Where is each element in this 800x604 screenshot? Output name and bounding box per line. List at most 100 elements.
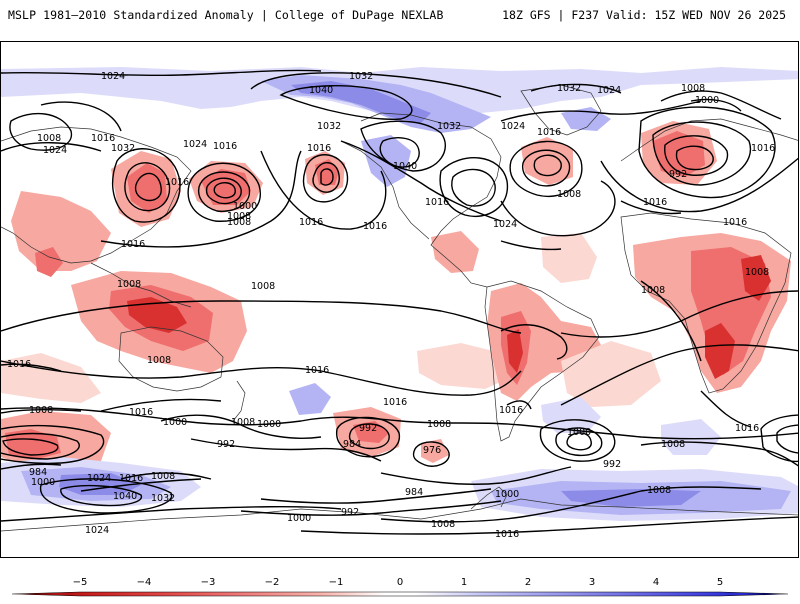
isobar-1000-s-atlantic-low <box>539 419 616 462</box>
contour-label: 1024 <box>85 525 109 536</box>
contour-label: 992 <box>603 459 621 470</box>
contour-label: 1040 <box>309 85 333 96</box>
model-valid-time: 18Z GFS | F237 Valid: 15Z WED NOV 26 202… <box>502 8 786 22</box>
colorbar-svg <box>11 591 789 597</box>
anomaly-colorbar: −5 −4 −3 −2 −1 0 1 2 3 4 5 <box>0 566 800 600</box>
isobar-1016-goa-low <box>302 154 349 203</box>
coast-europe <box>620 118 798 162</box>
isobar-1016-europe <box>600 157 798 213</box>
contour-label: 1008 <box>427 419 451 430</box>
isobar-992-spacific-low <box>335 416 400 458</box>
map-title: MSLP 1981–2010 Standardized Anomaly | Co… <box>8 8 444 22</box>
isobar-1016-africa <box>700 390 752 428</box>
anomaly-shading <box>1 67 798 521</box>
isobar-992-swest-low <box>1 432 80 460</box>
contour-label: 1040 <box>113 491 137 502</box>
isobar-1016-antarctic-2 <box>300 516 798 535</box>
contour-label: 1008 <box>227 211 251 222</box>
contour-label: 984 <box>29 467 47 478</box>
isobar-992-s-atlantic-low <box>555 427 603 457</box>
title-bar: MSLP 1981–2010 Standardized Anomaly | Co… <box>0 0 800 30</box>
negative-anomaly-asia-east-core <box>127 163 167 213</box>
isobar-984-sw <box>1 463 62 470</box>
contour-label: 992 <box>359 423 377 434</box>
contour-label: 1008 <box>29 405 53 416</box>
negative-anomaly-south-america-strong <box>507 329 523 373</box>
isobar-1032-antarctic <box>39 478 173 514</box>
contour-label: 1008 <box>231 417 255 428</box>
isobar-1008-east <box>660 90 782 120</box>
contour-label: 1016 <box>299 217 323 228</box>
contour-label: 1016 <box>119 473 143 484</box>
isobar-1032-canada <box>360 120 446 172</box>
isobar-1008-antarctic <box>120 472 212 480</box>
contour-label: 1008 <box>37 133 61 144</box>
contour-label: 1016 <box>499 405 523 416</box>
contour-label: 1000 <box>495 489 519 500</box>
isobar-1040-antarctic <box>60 484 142 507</box>
isobar-1024-east <box>500 100 702 122</box>
positive-anomaly-arctic-strong <box>291 81 431 123</box>
contour-label: 1016 <box>723 217 747 228</box>
isobar-1016-us <box>439 157 509 217</box>
isobar-1024-pacific-high <box>260 150 387 230</box>
contour-label: 1016 <box>751 143 775 154</box>
positive-anomaly-s-pacific-small <box>289 383 331 415</box>
contour-label: 1016 <box>129 407 153 418</box>
isobar-1024-canada <box>340 140 502 222</box>
isobar-1008-asia-low <box>124 162 171 212</box>
isobar-1016-s-america <box>506 400 532 410</box>
contour-label: 1008 <box>117 279 141 290</box>
positive-anomaly-s-atlantic <box>541 397 601 433</box>
isobar-992-europe <box>664 135 729 176</box>
coast-south-america <box>484 280 600 442</box>
contour-label: 1016 <box>307 143 331 154</box>
contour-label: 1008 <box>227 217 251 228</box>
isobar-1000-npacific-low <box>205 177 242 205</box>
negative-anomaly-caribbean <box>541 233 597 283</box>
contour-label: 1016 <box>643 197 667 208</box>
isobar-1040-canada <box>379 137 420 168</box>
isobar-1040-arctic <box>279 85 413 120</box>
contour-label: 1008 <box>151 471 175 482</box>
isobar-1000-antarctic-2 <box>240 500 502 516</box>
isobar-1000-natlantic-low <box>533 154 562 177</box>
negative-anomaly-west-asia <box>11 191 111 271</box>
coast-north-america-west <box>340 140 430 240</box>
contour-label: 1032 <box>317 121 341 132</box>
isobar-1008-africa <box>640 280 702 362</box>
coast-africa <box>620 212 792 394</box>
isobar-984-south <box>380 466 572 485</box>
isobar-1016-pacific <box>100 150 302 248</box>
isobar-984-europe <box>675 145 714 171</box>
isobar-1032-east <box>530 83 622 94</box>
contour-label: 1016 <box>735 423 759 434</box>
contour-label: 1016 <box>121 239 145 250</box>
anomaly-map-svg: 1024 1032 1040 1032 1024 1008 1000 1008 … <box>1 67 798 540</box>
negative-anomaly-south-atlantic <box>561 341 661 407</box>
contour-label: 1032 <box>557 83 581 94</box>
isobar-1016-swest <box>1 363 62 372</box>
isobar-1008-us <box>451 168 496 207</box>
colorbar-tick-label: −4 <box>136 577 152 588</box>
contour-label: 1024 <box>87 473 111 484</box>
contour-label: 1024 <box>501 121 525 132</box>
isobar-1016-asia <box>40 101 122 132</box>
contour-label: 1032 <box>151 493 175 504</box>
coast-north-america <box>360 112 502 288</box>
isobar-1008-west <box>1 408 82 414</box>
contour-label: 1032 <box>437 121 461 132</box>
contour-label: 1016 <box>91 133 115 144</box>
isobar-1008-s-america <box>500 324 568 360</box>
isobar-1008-antarctic-2 <box>380 486 762 523</box>
contour-label: 1016 <box>305 365 329 376</box>
contour-label: 1000 <box>695 95 719 106</box>
colorbar-tick-label: −3 <box>200 577 216 588</box>
coast-australia <box>118 326 224 392</box>
isobar-992-npacific-low <box>213 182 236 199</box>
isobar-984-s-atlantic-low <box>566 432 592 451</box>
isobar-1008-npacific-low <box>197 171 251 212</box>
isobar-1008-europe-outer <box>638 106 776 199</box>
isobar-1000-south <box>160 414 322 439</box>
isobar-1000-asia-low <box>134 172 162 202</box>
